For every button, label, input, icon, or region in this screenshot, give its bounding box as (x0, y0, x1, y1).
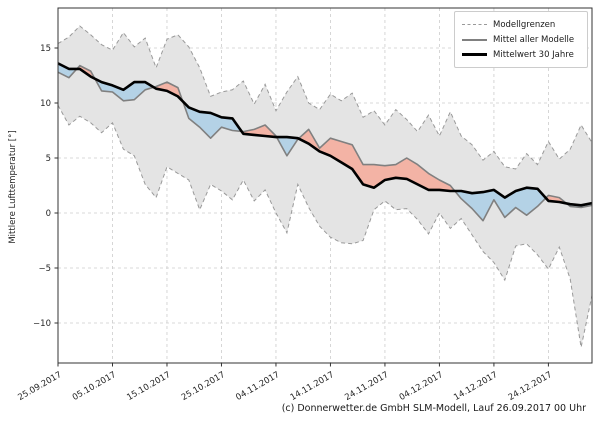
model-range-lower-line (57, 104, 593, 348)
y-tick-labels: 15 10 5 0 −5 −10 (33, 44, 51, 329)
x-tick-label: 24.11.2017 (343, 370, 390, 403)
x-tick-label: 14.12.2017 (452, 370, 499, 403)
x-tick-label: 15.10.2017 (125, 370, 172, 403)
x-tick-label: 25.09.2017 (16, 370, 63, 403)
x-tick-label: 05.10.2017 (71, 370, 118, 403)
thick-line-swatch (462, 53, 487, 56)
y-tick-label: 10 (40, 99, 51, 109)
model-range-upper-line (57, 25, 593, 170)
model-range-band (58, 26, 592, 348)
chart-caption: (c) Donnerwetter.de GmbH SLM-Modell, Lau… (281, 403, 586, 414)
y-tick-label: 5 (46, 154, 51, 164)
model-mean-line (57, 64, 593, 222)
x-tick-label: 25.10.2017 (180, 370, 227, 403)
x-tick-label: 24.12.2017 (507, 370, 554, 403)
legend-item-model-range: Modellgrenzen (462, 17, 580, 32)
legend-label: Modellgrenzen (493, 19, 556, 30)
x-tick-labels: 25.09.2017 05.10.2017 15.10.2017 25.10.2017… (16, 370, 554, 403)
legend-item-climate-mean: Mittelwert 30 Jahre (462, 47, 580, 62)
legend-label: Mittel aller Modelle (493, 34, 575, 45)
axes-frame (57, 7, 593, 364)
y-tick-label: −5 (38, 264, 51, 274)
x-tick-label: 04.11.2017 (234, 370, 281, 403)
solid-line-swatch (462, 38, 487, 41)
tick-marks (54, 47, 549, 367)
x-tick-label: 04.12.2017 (398, 370, 445, 403)
y-tick-label: 0 (46, 209, 51, 219)
legend-label: Mittelwert 30 Jahre (493, 49, 574, 60)
x-tick-label: 14.11.2017 (289, 370, 336, 403)
legend-item-model-mean: Mittel aller Modelle (462, 32, 580, 47)
legend: Modellgrenzen Mittel aller Modelle Mitte… (454, 11, 588, 68)
climate-mean-line (57, 62, 593, 207)
dashed-line-swatch (462, 24, 487, 25)
y-axis-label: Mittlere Lufttemperatur [°] (8, 130, 18, 244)
y-tick-label: 15 (40, 44, 51, 54)
y-tick-label: −10 (33, 319, 51, 329)
